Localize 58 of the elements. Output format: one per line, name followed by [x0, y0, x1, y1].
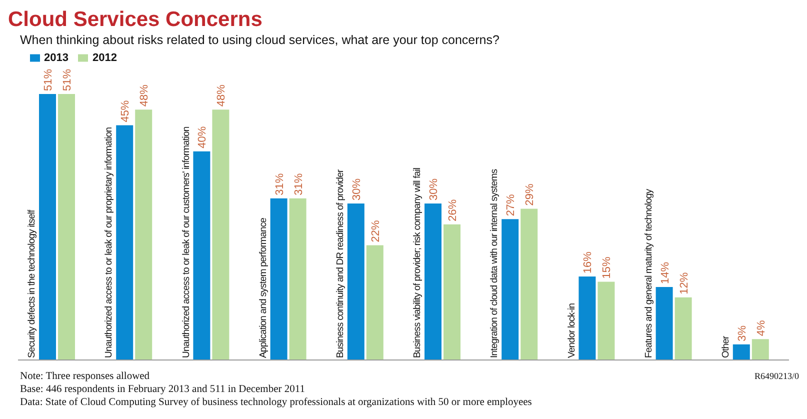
data-label: 30% — [350, 178, 363, 201]
data-label: 31% — [274, 173, 286, 196]
bar — [656, 286, 673, 360]
data-label: 22% — [370, 220, 382, 242]
legend-label: 2013 — [44, 52, 68, 64]
bar — [424, 204, 442, 360]
data-label: 26% — [447, 199, 459, 222]
data-label: 51% — [42, 68, 54, 91]
text: R6490213/0 — [754, 370, 799, 383]
data-label: 40% — [196, 126, 209, 148]
x-tick-label: Business continuity and DR readiness of provider — [334, 169, 346, 358]
bar — [752, 339, 769, 360]
data-label: 15% — [601, 256, 614, 279]
x-tick-label: Vendor lock-in — [566, 303, 578, 358]
data-label: 48% — [216, 84, 228, 107]
bar — [732, 344, 750, 360]
bar — [674, 297, 692, 360]
data-label: 45% — [120, 100, 132, 122]
data-label: 30% — [428, 178, 440, 201]
x-tick-label: Unauthorized access to or leak of our customers' information — [180, 126, 192, 358]
data-label: 29% — [524, 184, 536, 206]
text: Data: State of Cloud Computing Survey of business technology professionals at organizations with 50 or more employees — [20, 396, 533, 409]
bar — [520, 208, 538, 360]
data-label: 16% — [582, 251, 594, 274]
bar — [116, 125, 134, 360]
chart-subtitle: When thinking about risks related to using cloud services, what are your top concerns? — [19, 32, 500, 48]
x-tick-label: Other — [720, 336, 732, 358]
x-tick-label: Business viability of provider; risk company will fail — [412, 168, 424, 358]
data-label: 27% — [505, 194, 518, 216]
bar — [193, 151, 210, 360]
x-tick-label: Security defects in the technology itself — [26, 209, 38, 358]
bar — [212, 110, 230, 360]
text: Note: Three responses allowed — [20, 370, 150, 383]
data-label: 3% — [736, 325, 748, 342]
bar — [444, 224, 460, 360]
bar — [58, 94, 75, 360]
bar — [39, 94, 56, 360]
bar — [598, 282, 615, 360]
legend-label: 2012 — [92, 52, 117, 64]
chart-title: Cloud Services Concerns — [8, 8, 264, 32]
bar — [578, 276, 596, 360]
bar — [502, 219, 519, 360]
data-label: 31% — [292, 173, 305, 196]
bar — [270, 198, 288, 360]
x-tick-label: Unauthorized access to or leak of our proprietary information — [104, 127, 115, 358]
x-tick-label: Integration of cloud data with our internal systems — [489, 168, 500, 358]
bar — [135, 110, 152, 360]
data-label: 51% — [62, 68, 74, 91]
text: Base: 446 respondents in February 2013 and 511 in December 2011 — [20, 383, 306, 396]
data-label: 14% — [659, 262, 672, 284]
data-label: 4% — [755, 320, 768, 336]
data-label: 48% — [138, 84, 151, 107]
bar — [366, 245, 384, 360]
data-label: 12% — [678, 272, 690, 294]
x-tick-label: Application and system performance — [258, 218, 269, 358]
bar — [289, 198, 306, 360]
bar — [347, 204, 364, 360]
x-tick-label: Features and general maturity of technology — [643, 188, 654, 358]
